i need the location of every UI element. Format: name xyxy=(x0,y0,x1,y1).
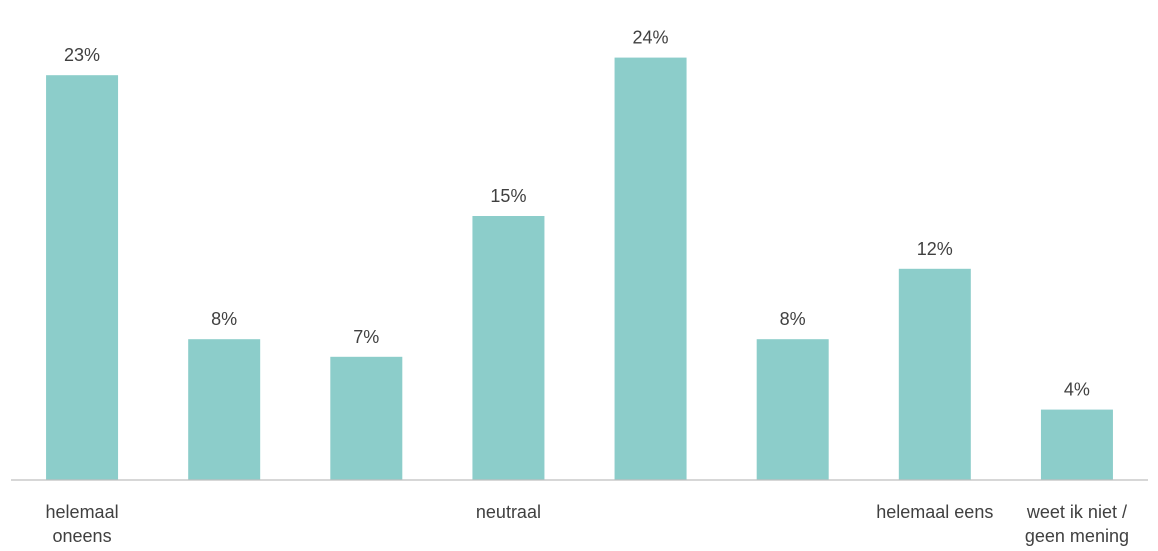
category-label-1-line-1: helemaal xyxy=(46,502,119,522)
bar-7 xyxy=(898,268,971,480)
value-label-2: 8% xyxy=(211,309,237,329)
bar-4 xyxy=(472,216,545,480)
value-label-6: 8% xyxy=(780,309,806,329)
bar-2 xyxy=(188,339,261,480)
category-label-1-line-2: oneens xyxy=(53,526,112,546)
bars-group xyxy=(46,57,1113,480)
bar-6 xyxy=(756,339,829,480)
value-label-8: 4% xyxy=(1064,380,1090,400)
category-label-8-line-2: geen mening xyxy=(1025,526,1129,546)
bar-5 xyxy=(614,57,687,480)
category-label-8-line-1: weet ik niet / xyxy=(1026,502,1127,522)
category-labels-group: helemaal oneens neutraal helemaal eens weet … xyxy=(46,502,1129,546)
value-label-3: 7% xyxy=(353,327,379,347)
category-label-4: neutraal xyxy=(476,502,541,522)
category-label-1: helemaal oneens xyxy=(46,502,119,546)
category-label-7-line-1: helemaal eens xyxy=(876,502,993,522)
bar-3 xyxy=(330,356,403,480)
category-label-7: helemaal eens xyxy=(876,502,993,522)
bar-8 xyxy=(1040,409,1113,480)
value-labels-group: 23% 8% 7% 15% 24% 8% 12% 4% xyxy=(64,28,1090,400)
value-label-1: 23% xyxy=(64,45,100,65)
value-label-5: 24% xyxy=(633,28,669,48)
category-label-4-line-1: neutraal xyxy=(476,502,541,522)
value-label-7: 12% xyxy=(917,239,953,259)
value-label-4: 15% xyxy=(490,186,526,206)
bar-1 xyxy=(46,75,119,480)
category-label-8: weet ik niet / geen mening xyxy=(1025,502,1129,546)
